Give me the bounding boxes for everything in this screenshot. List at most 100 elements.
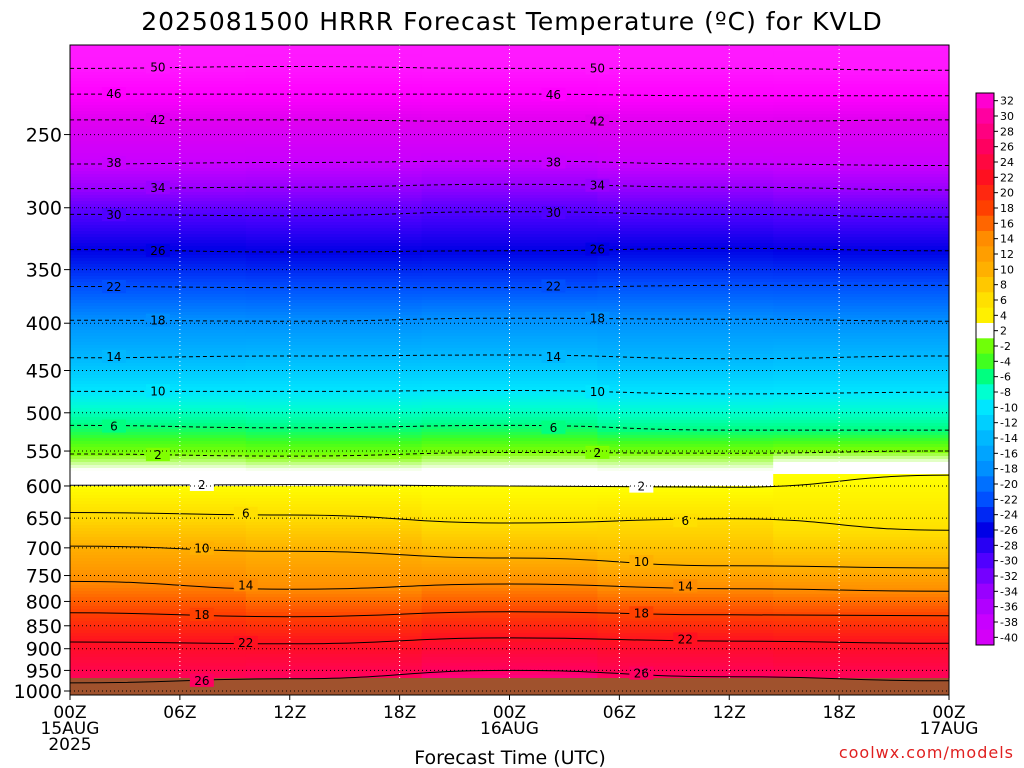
heatmap-cell (597, 411, 774, 414)
heatmap-cell (245, 537, 423, 540)
heatmap-cell (245, 468, 423, 471)
heatmap-cell (597, 408, 774, 411)
heatmap-cell (421, 639, 598, 642)
heatmap-cell (70, 261, 247, 264)
heatmap-cell (773, 198, 950, 201)
heatmap-cell (773, 150, 950, 153)
heatmap-cell (70, 609, 247, 612)
heatmap-cell (70, 591, 247, 594)
heatmap-cell (70, 177, 247, 180)
heatmap-cell (773, 540, 950, 543)
heatmap-cell (773, 189, 950, 192)
heatmap-cell (597, 387, 774, 390)
heatmap-cell (773, 486, 950, 489)
heatmap-cell (70, 162, 247, 165)
heatmap-cell (421, 279, 598, 282)
heatmap-cell (245, 318, 423, 321)
heatmap-cell (597, 234, 774, 237)
heatmap-cell (773, 180, 950, 183)
heatmap-cell (773, 585, 950, 588)
contour-label-bg (585, 61, 610, 75)
contour-label: 46 (106, 87, 121, 101)
heatmap-cell (421, 147, 598, 150)
heatmap-cell (245, 579, 423, 582)
heatmap-cell (773, 114, 950, 117)
contour-label: 18 (194, 608, 209, 622)
heatmap-cell (421, 153, 598, 156)
heatmap-cell (421, 615, 598, 618)
heatmap-cell (70, 564, 247, 567)
heatmap-cell (70, 489, 247, 492)
heatmap-cell (245, 99, 423, 102)
heatmap-cell (421, 270, 598, 273)
heatmap-cell (70, 639, 247, 642)
heatmap-cell (421, 285, 598, 288)
heatmap-cell (773, 360, 950, 363)
colorbar-label: 22 (1000, 171, 1014, 184)
x-tick-label: 06Z (163, 703, 196, 723)
colorbar-label: 26 (1000, 141, 1014, 154)
heatmap-cell (245, 414, 423, 417)
heatmap-cell (421, 306, 598, 309)
colorbar-swatch (976, 583, 994, 600)
heatmap-cell (245, 273, 423, 276)
heatmap-cell (421, 438, 598, 441)
colorbar-label: -20 (1000, 478, 1018, 491)
heatmap-cell (597, 189, 774, 192)
heatmap-cell (245, 420, 423, 423)
heatmap-cell (597, 453, 774, 456)
heatmap-cell (70, 486, 247, 489)
heatmap-cell (597, 501, 774, 504)
heatmap-cell (421, 414, 598, 417)
heatmap-cell (70, 495, 247, 498)
heatmap-cell (773, 558, 950, 561)
heatmap-cell (597, 591, 774, 594)
heatmap-cell (421, 294, 598, 297)
heatmap-cell (70, 399, 247, 402)
contour-label-bg (145, 313, 170, 327)
heatmap-cell (773, 501, 950, 504)
heatmap-cell (773, 537, 950, 540)
heatmap-cell (597, 621, 774, 624)
heatmap-cell (421, 219, 598, 222)
heatmap-cell (245, 627, 423, 630)
heatmap-cell (70, 504, 247, 507)
heatmap-cell (245, 171, 423, 174)
heatmap-cell (597, 213, 774, 216)
heatmap-cell (70, 471, 247, 474)
heatmap-cell (597, 417, 774, 420)
heatmap-cell (245, 543, 423, 546)
heatmap-cell (245, 57, 423, 60)
contour-label: 2 (154, 448, 162, 462)
heatmap-cell (421, 594, 598, 597)
heatmap-cell (245, 165, 423, 168)
heatmap-cell (70, 651, 247, 654)
contour-label: 26 (590, 243, 605, 257)
contour-label: 26 (150, 244, 165, 258)
heatmap-cell (773, 183, 950, 186)
heatmap-cell (597, 615, 774, 618)
heatmap-cell (245, 189, 423, 192)
heatmap-cell (597, 291, 774, 294)
contour-label: 26 (194, 674, 209, 688)
heatmap-cell (245, 387, 423, 390)
heatmap-cell (245, 540, 423, 543)
heatmap-cell (773, 201, 950, 204)
heatmap-cell (773, 402, 950, 405)
heatmap-cell (773, 618, 950, 621)
heatmap-cell (245, 384, 423, 387)
heatmap-cell (773, 246, 950, 249)
heatmap-cell (773, 237, 950, 240)
heatmap-cell (421, 69, 598, 72)
heatmap-cell (421, 150, 598, 153)
heatmap-cell (421, 291, 598, 294)
contour-label: 18 (634, 606, 649, 620)
heatmap-cell (773, 291, 950, 294)
heatmap-cell (70, 231, 247, 234)
heatmap-cell (245, 399, 423, 402)
heatmap-cell (773, 399, 950, 402)
heatmap-cell (597, 267, 774, 270)
heatmap-cell (597, 390, 774, 393)
colorbar-label: -16 (1000, 447, 1018, 460)
heatmap-cell (245, 96, 423, 99)
